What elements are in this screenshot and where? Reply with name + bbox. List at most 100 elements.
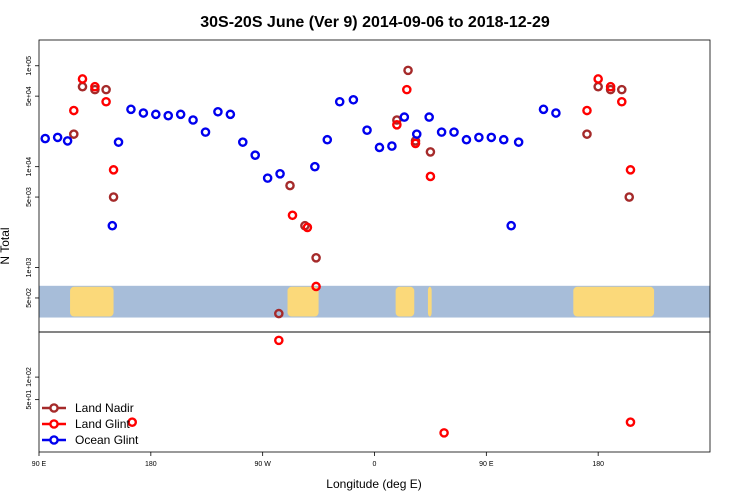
ocean-glint-point xyxy=(310,161,320,172)
y-axis-label: N Total xyxy=(0,227,12,264)
ocean-glint-point xyxy=(151,109,161,120)
land-glint-point xyxy=(425,171,436,182)
y-tick-label: 1e+04 xyxy=(26,157,33,177)
y-axis-upper: 5e+02 1e+03 5e+03 1e+04 5e+04 1e+05 xyxy=(26,56,39,308)
ocean-glint-point xyxy=(436,127,447,137)
y-tick-label: 5e+02 xyxy=(26,288,33,308)
x-tick-label: 90 E xyxy=(32,461,47,468)
land-nadir-point xyxy=(108,192,119,202)
land-glint-point xyxy=(582,105,592,116)
y-tick-label: 1e+05 xyxy=(26,56,33,76)
legend-label-ocean-glint: Ocean Glint xyxy=(75,433,139,447)
land-glint-point xyxy=(311,281,321,292)
ocean-glint-point xyxy=(449,127,459,137)
lower-panel-frame xyxy=(38,331,711,453)
ocean-glint-point xyxy=(275,168,285,179)
ocean-glint-point xyxy=(538,104,549,115)
ocean-glint-point xyxy=(399,112,410,122)
x-axis-label: Longitude (deg E) xyxy=(326,477,421,491)
land-band-segment xyxy=(287,286,319,317)
land-glint-point xyxy=(616,96,627,107)
ocean-glint-point xyxy=(262,173,273,183)
land-glint-point xyxy=(108,165,119,175)
land-nadir-point xyxy=(274,308,284,319)
legend: Land Nadir Land Glint Ocean Glint xyxy=(42,401,139,447)
ocean-glint-point xyxy=(237,137,248,147)
land-glint-point xyxy=(90,81,100,92)
ocean-glint-point xyxy=(334,96,345,107)
ocean-glint-point xyxy=(411,129,422,139)
land-glint-point xyxy=(605,81,616,92)
ocean-glint-point xyxy=(40,133,51,144)
land-glint-point xyxy=(274,335,284,346)
y-tick-label: 5e+03 xyxy=(26,187,33,207)
ocean-glint-point xyxy=(113,137,124,147)
x-tick-label: 180 xyxy=(145,461,157,468)
legend-marker-ocean-glint xyxy=(49,435,59,445)
ocean-glint-point xyxy=(474,132,484,143)
land-band-segment xyxy=(70,286,114,317)
y-tick-label: 5e+04 xyxy=(26,86,33,106)
ocean-glint-point xyxy=(200,127,211,137)
ocean-glint-point xyxy=(551,108,561,118)
ocean-glint-point xyxy=(175,109,186,120)
land-glint-point xyxy=(439,428,449,438)
land-glint-point xyxy=(392,119,402,130)
legend-marker-land-glint xyxy=(49,419,59,429)
land-nadir-point xyxy=(624,192,635,202)
ocean-glint-point xyxy=(506,220,516,231)
land-nadir-point xyxy=(101,84,111,95)
x-tick-label: 90 E xyxy=(479,461,494,468)
ocean-glint-point xyxy=(250,150,261,160)
land-glint-point xyxy=(101,96,111,107)
land-glint-point xyxy=(127,417,137,427)
land-band-segment xyxy=(395,286,415,317)
land-nadir-point xyxy=(68,129,79,139)
ocean-glint-point xyxy=(486,132,497,143)
land-glint-point xyxy=(287,210,298,221)
x-tick-label: 180 xyxy=(592,461,604,468)
ocean-glint-point xyxy=(107,220,118,231)
land-glint-point xyxy=(302,222,313,233)
land-nadir-point xyxy=(403,65,413,76)
ocean-glint-point xyxy=(348,94,359,105)
chart-title: 30S-20S June (Ver 9) 2014-09-06 to 2018-… xyxy=(200,14,550,31)
ocean-glint-point xyxy=(62,136,73,146)
land-glint-point xyxy=(68,105,79,116)
y-axis-lower: 5e+01 1e+02 xyxy=(26,367,39,409)
land-nadir-point xyxy=(311,253,321,263)
legend-label-land-nadir: Land Nadir xyxy=(75,401,134,415)
legend-marker-land-nadir xyxy=(49,403,59,413)
y-tick-label: 1e+03 xyxy=(26,258,33,278)
ocean-glint-point xyxy=(387,141,397,151)
x-tick-label: 90 W xyxy=(254,461,271,468)
ocean-glint-point xyxy=(52,132,63,143)
land-glint-point xyxy=(625,417,636,427)
land-nadir-point xyxy=(392,115,402,125)
land-band-segment xyxy=(427,286,432,317)
land-glint-point xyxy=(625,165,636,175)
x-axis: 90 E 180 90 W 0 90 E 180 xyxy=(32,452,604,468)
land-nadir-point xyxy=(285,180,295,191)
legend-label-land-glint: Land Glint xyxy=(75,417,130,431)
land-nadir-point xyxy=(616,84,627,95)
land-nadir-point xyxy=(77,81,88,92)
ocean-glint-point xyxy=(188,115,198,125)
ocean-glint-point xyxy=(225,109,236,120)
ocean-glint-point xyxy=(126,104,136,115)
land-ocean-band xyxy=(39,285,710,318)
land-glint-point xyxy=(77,74,88,84)
y-tick-label: 1e+02 xyxy=(26,367,33,387)
land-band-segment xyxy=(573,286,655,317)
land-nadir-point xyxy=(582,129,592,139)
ocean-glint-point xyxy=(513,137,524,147)
land-glint-point xyxy=(410,138,421,149)
ocean-glint-point xyxy=(362,125,372,135)
ocean-glint-point xyxy=(138,108,149,118)
ocean-glint-point xyxy=(461,134,472,145)
land-glint-point xyxy=(402,84,412,95)
ocean-glint-point xyxy=(498,134,509,145)
land-glint-point xyxy=(593,74,603,84)
ocean-glint-point xyxy=(213,106,223,117)
